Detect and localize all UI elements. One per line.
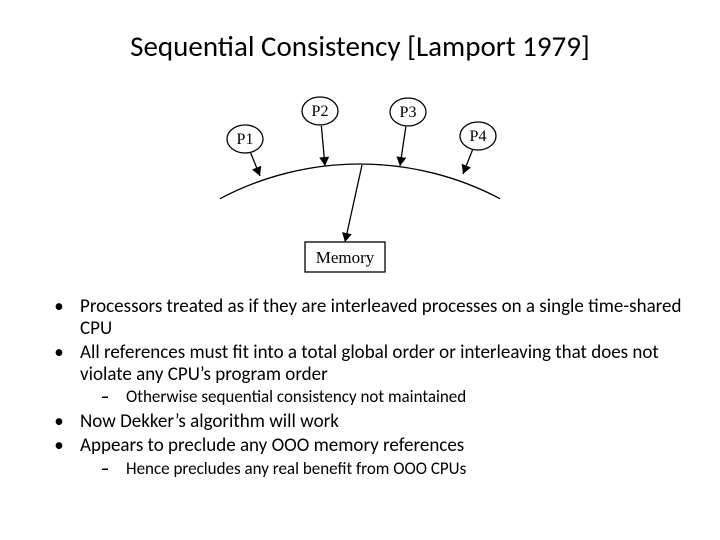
bullet-marker: •: [38, 342, 80, 386]
bullet-marker: •: [38, 435, 80, 457]
diagram-container: P1 P2 P3 P4 Memory: [30, 74, 690, 284]
bullet-text: All references must fit into a total glo…: [80, 342, 690, 386]
bullet-text: Appears to preclude any OOO memory refer…: [80, 435, 690, 457]
processor-label: P3: [400, 104, 417, 121]
bullet-marker: –: [90, 459, 120, 479]
diagram-svg: P1 P2 P3 P4 Memory: [190, 74, 530, 279]
slide-title: Sequential Consistency [Lamport 1979]: [30, 28, 690, 64]
bullet-level-1: •Appears to preclude any OOO memory refe…: [38, 435, 690, 457]
memory-label: Memory: [316, 248, 375, 267]
sequential-consistency-diagram: P1 P2 P3 P4 Memory: [190, 74, 530, 279]
processor-label: P4: [470, 128, 487, 145]
bullet-text: Now Dekker’s algorithm will work: [80, 411, 690, 433]
bullet-list: •Processors treated as if they are inter…: [38, 296, 690, 478]
bullet-level-1: •Now Dekker’s algorithm will work: [38, 411, 690, 433]
bullet-marker: •: [38, 411, 80, 433]
bullet-text: Processors treated as if they are interl…: [80, 296, 690, 340]
bullet-level-2: –Hence precludes any real benefit from O…: [38, 459, 690, 479]
bullet-level-1: •Processors treated as if they are inter…: [38, 296, 690, 340]
bullet-text: Hence precludes any real benefit from OO…: [120, 459, 690, 479]
bullet-marker: •: [38, 296, 80, 340]
slide: Sequential Consistency [Lamport 1979] P1…: [0, 0, 720, 540]
bullet-text: Otherwise sequential consistency not mai…: [120, 387, 690, 407]
bullet-marker: –: [90, 387, 120, 407]
bullet-level-2: –Otherwise sequential consistency not ma…: [38, 387, 690, 407]
processor-label: P1: [237, 131, 254, 148]
bullet-level-1: •All references must fit into a total gl…: [38, 342, 690, 386]
processor-label: P2: [312, 103, 329, 120]
